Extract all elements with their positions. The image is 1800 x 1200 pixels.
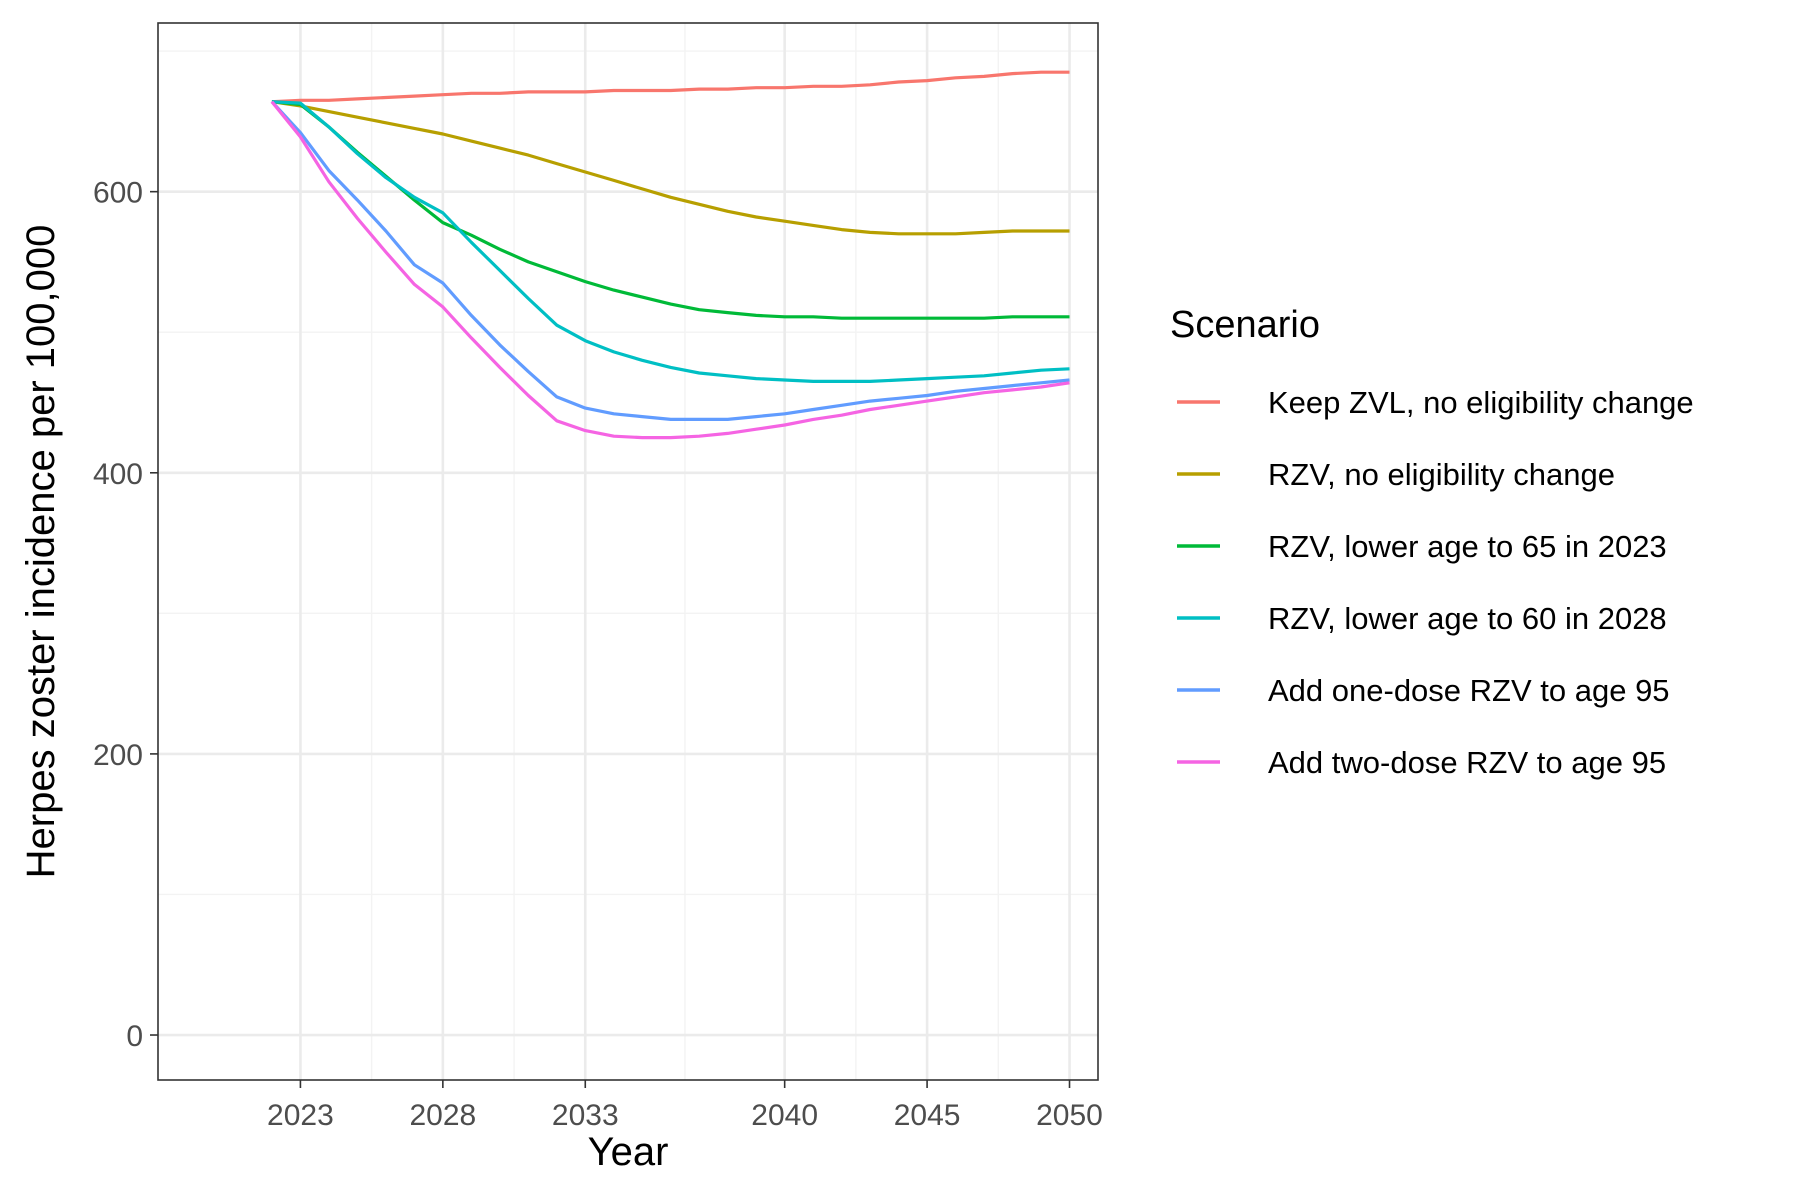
y-tick-label: 600 — [93, 177, 143, 210]
series-line — [271, 70, 1070, 104]
legend-label: RZV, lower age to 65 in 2023 — [1268, 529, 1667, 564]
legend-label: Add two-dose RZV to age 95 — [1268, 745, 1666, 780]
series-line — [270, 100, 1070, 421]
y-tick-label: 200 — [93, 739, 143, 772]
x-tick-label: 2033 — [552, 1099, 619, 1132]
legend: Scenario Keep ZVL, no eligibility change… — [1170, 304, 1694, 780]
y-tick-label: 0 — [126, 1020, 143, 1053]
y-axis-title: Herpes zoster incidence per 100,000 — [19, 225, 63, 879]
series-line — [270, 100, 1070, 440]
legend-label: Add one-dose RZV to age 95 — [1268, 673, 1670, 708]
legend-label: RZV, no eligibility change — [1268, 457, 1615, 492]
legend-label: RZV, lower age to 60 in 2028 — [1268, 601, 1667, 636]
series-line — [271, 100, 1070, 236]
legend-title: Scenario — [1170, 304, 1320, 346]
x-tick-label: 2040 — [751, 1099, 818, 1132]
x-tick-label: 2050 — [1036, 1099, 1103, 1132]
x-tick-label: 2028 — [409, 1099, 476, 1132]
x-tick-label: 2023 — [267, 1099, 334, 1132]
y-tick-label: 400 — [93, 458, 143, 491]
axes: 0 200 400 600 2023 2028 2033 2040 2045 2050 — [93, 177, 1103, 1132]
series-lines — [270, 70, 1070, 440]
legend-label: Keep ZVL, no eligibility change — [1268, 385, 1694, 420]
grid — [158, 23, 1098, 1080]
x-tick-label: 2045 — [894, 1099, 961, 1132]
plot-panel-border — [157, 22, 1099, 1081]
series-line — [271, 100, 1070, 383]
x-axis-title: Year — [588, 1130, 669, 1174]
